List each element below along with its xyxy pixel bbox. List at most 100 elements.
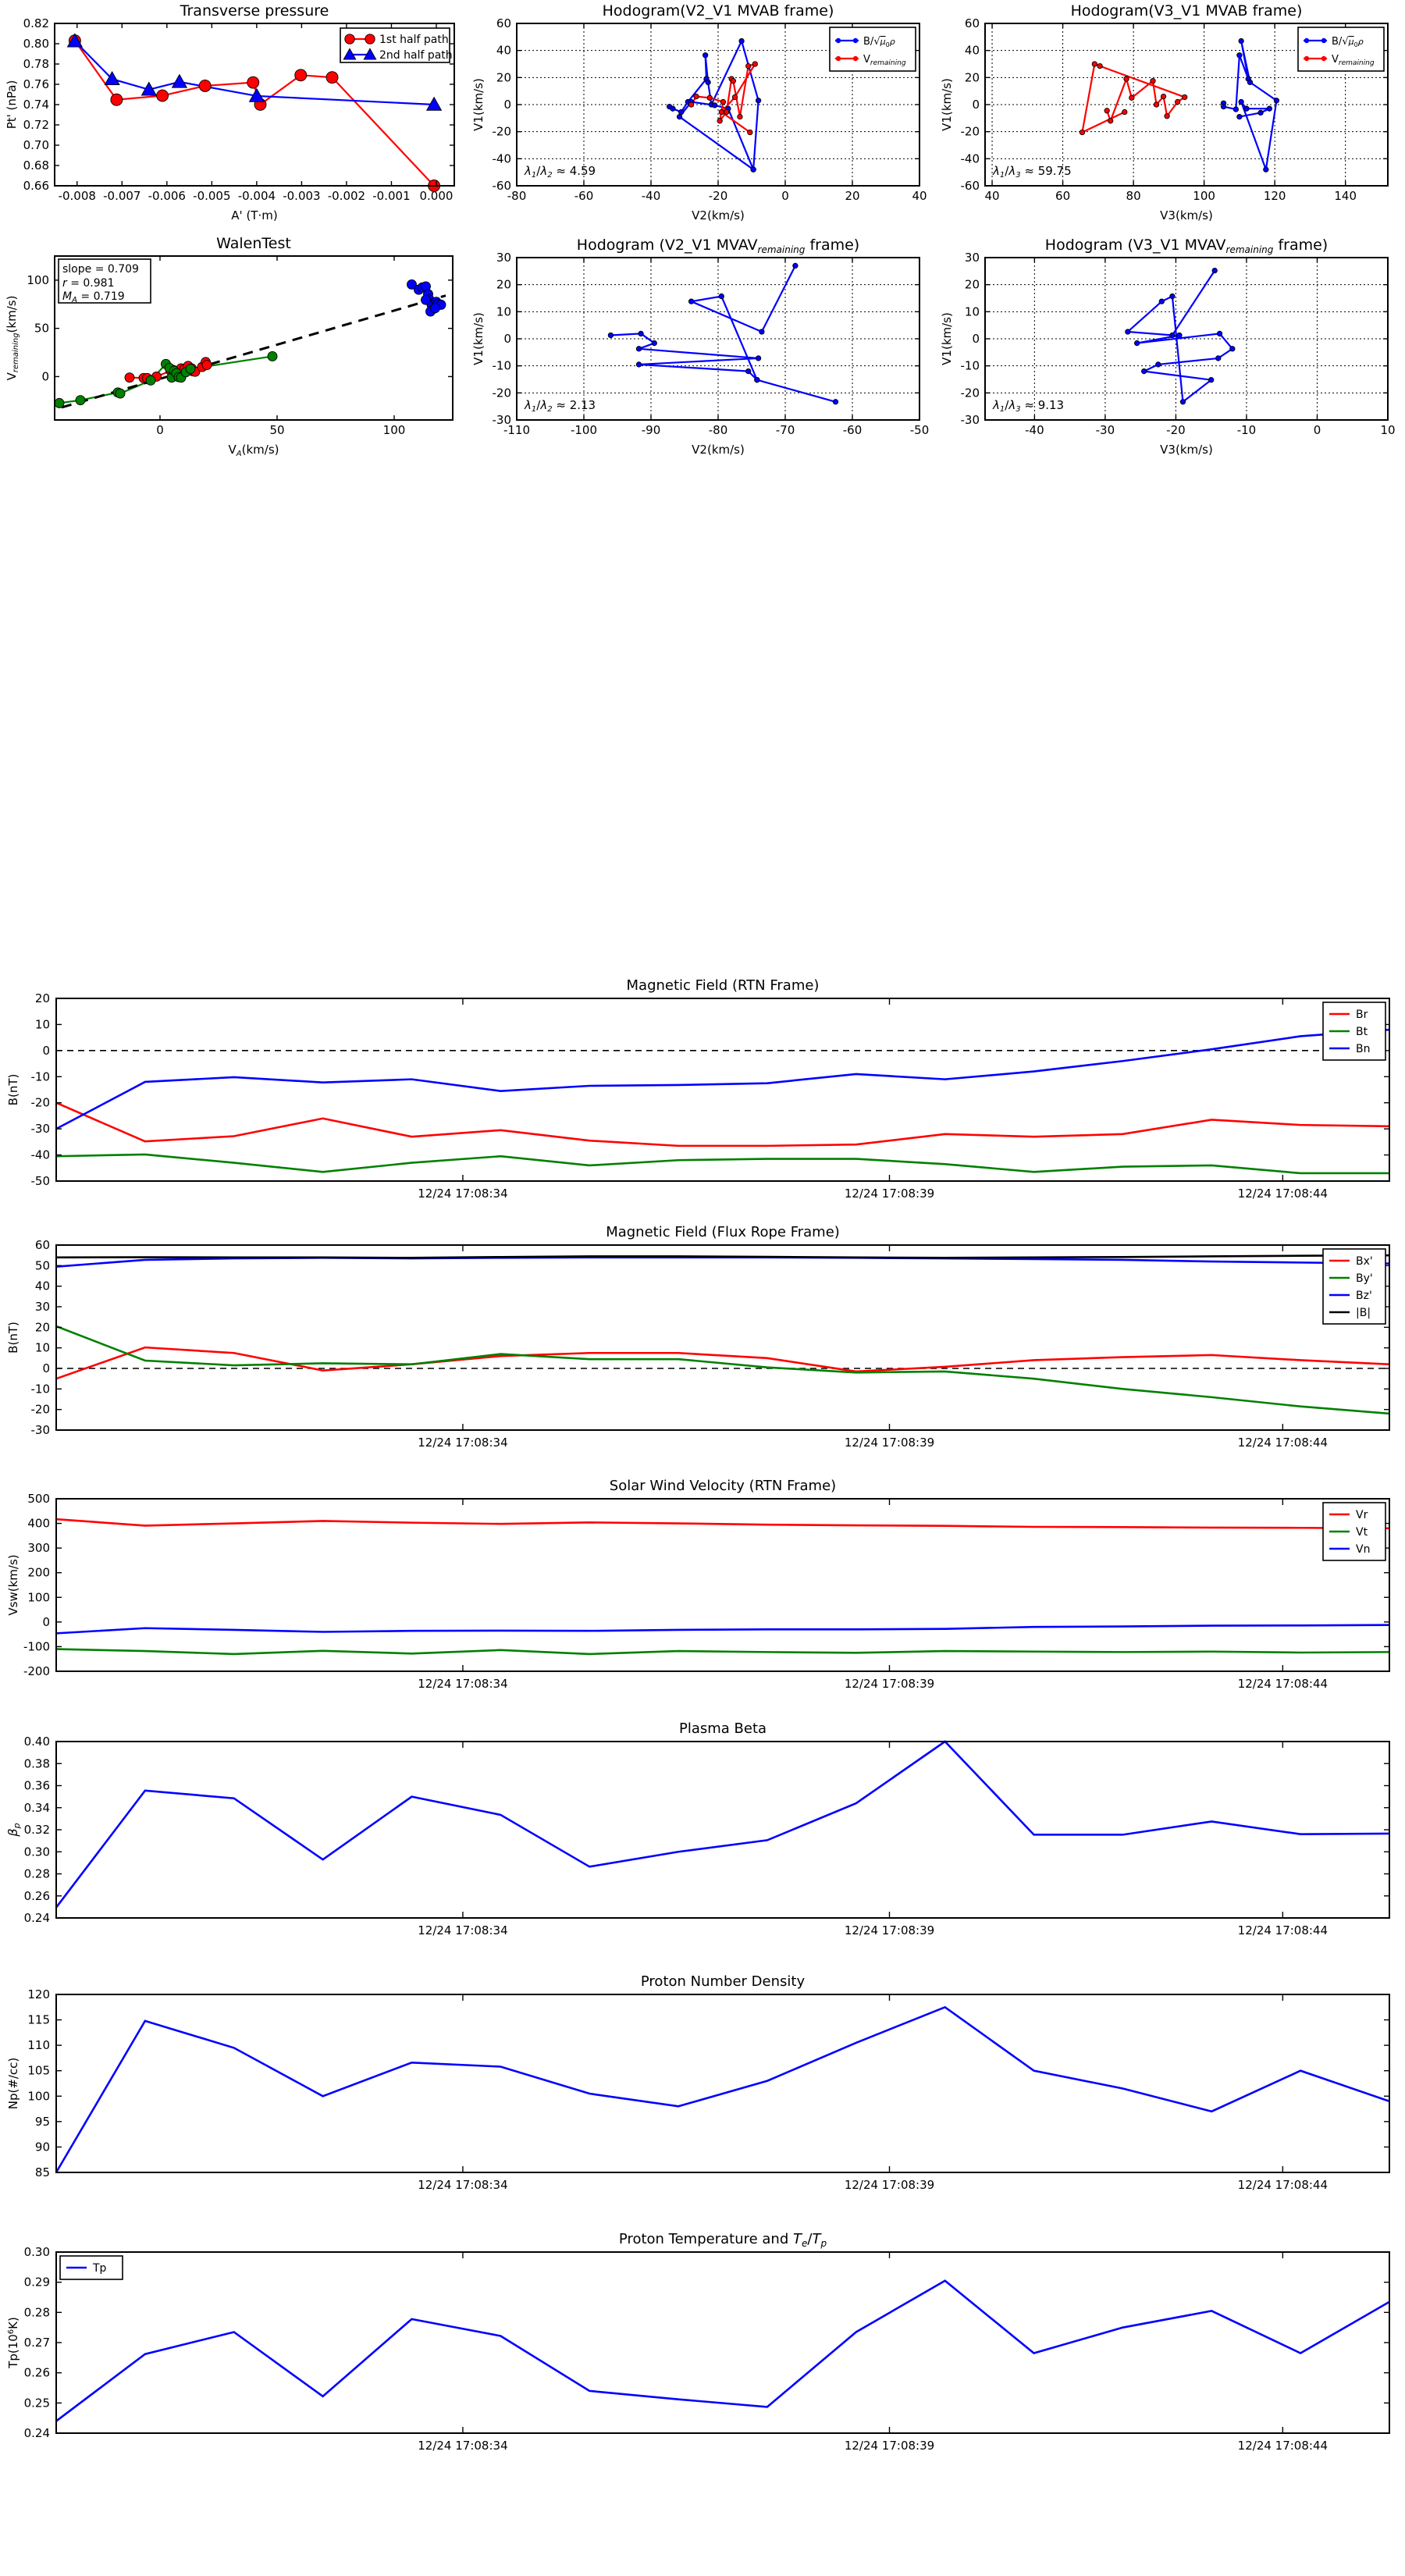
data-marker (1232, 106, 1240, 112)
data-marker (104, 70, 120, 86)
data-marker (717, 118, 723, 124)
panel-solar-wind-velocity: Solar Wind Velocity (RTN Frame) -200 -100 0… (0, 1468, 1405, 1706)
plot-area: Magnetic Field (Flux Rope Frame) -30 -20 -1… (6, 1224, 1390, 1450)
y-tick-label: -20 (493, 125, 512, 139)
legend-label: Bn (1356, 1043, 1370, 1055)
y-tick-label: 95 (35, 2115, 50, 2129)
x-tick-label: -30 (1096, 423, 1115, 437)
x-tick-label: 12/24 17:08:34 (418, 1436, 507, 1450)
alfven-mach-value: MA = 0.719 (62, 290, 125, 304)
series-Vt (55, 1648, 1390, 1656)
series-Bx (55, 1346, 1390, 1380)
x-tick-label: -100 (571, 423, 597, 437)
data-marker (737, 113, 743, 120)
legend-label: Vremaining (863, 54, 906, 67)
data-marker (1125, 329, 1131, 335)
y-axis-label: V1(km/s) (471, 312, 486, 365)
x-tick-label: -50 (910, 423, 930, 437)
data-marker (421, 294, 431, 305)
chart-title: Hodogram(V3_V1 MVAB frame) (1071, 2, 1303, 20)
panel-hodogram-v2v1-mvab: Hodogram(V2_V1 MVAB frame) -80 -60 -40 -20 0 2… (468, 0, 937, 234)
x-tick-label: 100 (383, 423, 406, 437)
chart-title: Magnetic Field (Flux Rope Frame) (606, 1224, 840, 1240)
y-tick-label: 0.27 (24, 2336, 50, 2350)
y-tick-label: 10 (496, 304, 511, 318)
legend-label: Vr (1356, 1509, 1368, 1521)
legend-marker (852, 37, 859, 44)
y-tick-label: 20 (965, 70, 980, 84)
plot-area: Hodogram(V2_V1 MVAB frame)-80 -60 -40 -20 0 2… (471, 2, 927, 222)
data-marker (702, 52, 709, 59)
data-marker (1169, 332, 1176, 339)
x-tick-label: 80 (1126, 189, 1141, 203)
x-tick-label: 12/24 17:08:39 (845, 2439, 934, 2453)
x-tick-label: 12/24 17:08:39 (845, 1677, 934, 1691)
data-marker (201, 360, 212, 371)
data-marker (1263, 166, 1269, 173)
y-tick-label: -50 (31, 1174, 51, 1188)
series-markers-0 (407, 279, 446, 317)
x-axis-label: V3(km/s) (1160, 208, 1213, 222)
panel-hodogram-v3v1-mvavrem: Hodogram (V3_V1 MVAVremaining frame) -40 -… (937, 234, 1405, 468)
y-tick-label: -10 (31, 1069, 51, 1083)
legend-marker (835, 55, 841, 62)
x-tick-label: -70 (776, 423, 795, 437)
panel-transverse-pressure: Transverse pressure -0.008 -0.007 -0.006 -0.… (0, 0, 468, 234)
x-tick-label: 12/24 17:08:44 (1238, 2178, 1328, 2192)
svg-text:βp: βp (5, 1823, 22, 1837)
x-axis-label: V2(km/s) (692, 443, 745, 457)
y-tick-label: -20 (31, 1403, 51, 1417)
legend-label: 1st half path (379, 34, 449, 46)
data-marker (1155, 361, 1161, 368)
chart-title: Proton Temperature and Te/Tp (619, 2231, 827, 2249)
data-marker (1122, 109, 1128, 116)
legend: Br Bt Bn (1322, 1002, 1386, 1061)
chart-title: Proton Number Density (641, 1973, 806, 1990)
x-tick-label: -0.006 (148, 189, 186, 203)
data-marker (343, 48, 357, 60)
axes-frame (55, 1244, 1390, 1431)
legend-box (829, 27, 916, 72)
y-tick-label: 500 (27, 1492, 50, 1506)
data-marker (1150, 78, 1156, 84)
data-marker (638, 330, 644, 337)
y-tick-label: 10 (35, 1341, 50, 1355)
legend-label: Vt (1356, 1526, 1368, 1539)
data-marker (705, 79, 711, 86)
panel-hodogram-v3v1-mvab: Hodogram(V3_V1 MVAB frame) 40 60 80 100 120 14… (937, 0, 1405, 234)
legend-label: Bz' (1356, 1290, 1372, 1302)
y-tick-label: -20 (961, 125, 980, 139)
chart-title: Transverse pressure (180, 2, 329, 20)
data-marker (745, 62, 752, 69)
data-marker (738, 37, 745, 44)
x-tick-label: 20 (845, 189, 859, 203)
data-marker (156, 89, 169, 102)
y-tick-label: 40 (35, 1279, 50, 1293)
y-tick-label: -40 (961, 151, 980, 165)
legend-marker (1304, 37, 1310, 44)
y-tick-label: 0.40 (24, 1735, 50, 1749)
legend: 1st half path 2nd half path (340, 27, 453, 63)
y-axis-label: V1(km/s) (940, 78, 954, 131)
y-tick-label: 0.72 (23, 118, 49, 132)
data-marker (1169, 293, 1176, 300)
data-marker (1160, 93, 1167, 100)
data-marker (718, 293, 724, 300)
axes-frame (54, 255, 454, 421)
x-tick-label: 12/24 17:08:34 (418, 1187, 507, 1201)
plot-area: Hodogram (V3_V1 MVAVremaining frame) -40 -… (940, 237, 1396, 457)
legend-label: B/√μ0ρ (863, 36, 895, 48)
x-tick-label: 40 (985, 189, 1000, 203)
y-tick-label: 60 (965, 16, 980, 30)
y-tick-label: 200 (27, 1566, 50, 1580)
plot-area: Hodogram (V2_V1 MVAVremaining frame) -110… (471, 237, 929, 457)
series-Vn (55, 1624, 1390, 1635)
x-tick-label: 12/24 17:08:39 (845, 1923, 934, 1937)
series-markers-1 (1079, 61, 1188, 136)
x-tick-label: 50 (269, 423, 284, 437)
y-axis-label: Pt' (nPa) (5, 80, 19, 130)
y-tick-label: 120 (27, 1987, 50, 2001)
y-tick-label: 50 (35, 1258, 50, 1272)
eigenvalue-ratio-annotation: λ1/λ3 ≈ 59.75 (992, 164, 1072, 180)
